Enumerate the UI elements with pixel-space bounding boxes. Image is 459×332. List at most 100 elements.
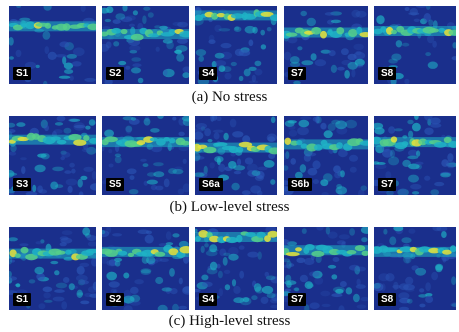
heatmap-blob xyxy=(398,292,410,300)
heatmap-blob xyxy=(55,54,67,58)
heatmap-blob xyxy=(20,157,27,161)
heatmap-blob xyxy=(157,304,168,310)
subject-label: S7 xyxy=(378,178,397,191)
heatmap-blob xyxy=(15,283,21,288)
heatmap-blob xyxy=(388,156,400,166)
heatmap-peak xyxy=(418,138,428,146)
heatmap-blob xyxy=(263,160,275,168)
heatmap-blob xyxy=(284,264,291,268)
heatmap-blob xyxy=(195,156,205,160)
heatmap-blob xyxy=(120,16,133,23)
heatmap-blob xyxy=(143,6,151,11)
heatmap-blob xyxy=(425,293,433,297)
heatmap-blob xyxy=(250,185,262,194)
heatmap-blob xyxy=(285,151,290,160)
heatmap-peak xyxy=(361,250,368,256)
heatmap-blob xyxy=(182,118,189,126)
heatmap-blob xyxy=(244,157,254,165)
heatmap-peak xyxy=(243,13,257,20)
heatmap-blob xyxy=(286,241,298,246)
heatmap-blob xyxy=(140,158,147,162)
subject-label: S1 xyxy=(13,293,32,306)
heatmap-blob xyxy=(87,241,96,247)
heatmap-peak xyxy=(336,27,345,35)
heatmap-blob xyxy=(331,274,338,280)
heatmap-peak xyxy=(148,33,160,38)
heatmap-blob xyxy=(37,153,47,158)
heatmap-blob xyxy=(67,185,73,193)
heatmap-peak xyxy=(195,235,201,242)
heatmap-peak xyxy=(380,26,387,33)
heatmap-blob xyxy=(43,292,51,299)
heatmap-blob xyxy=(412,191,420,195)
heatmap-blob xyxy=(242,135,251,144)
heatmap-blob xyxy=(125,15,136,21)
heatmap-peak xyxy=(236,146,244,153)
heatmap-blob xyxy=(125,126,132,134)
heatmap-blob xyxy=(330,64,337,73)
heatmap-blob xyxy=(210,116,215,122)
heatmap-blob xyxy=(126,168,137,175)
heatmap-blob xyxy=(248,80,259,84)
heatmap-peak xyxy=(56,139,67,145)
heatmap-blob xyxy=(218,163,226,172)
heatmap-blob xyxy=(251,295,258,301)
heatmap-blob xyxy=(9,151,17,156)
heatmap-blob xyxy=(214,24,222,33)
heatmap-blob xyxy=(91,257,96,267)
heatmap-blob xyxy=(405,276,414,285)
heatmap-blob xyxy=(301,228,307,234)
heatmap-blob xyxy=(71,168,76,174)
heatmap-blob xyxy=(209,244,218,253)
heatmap-blob xyxy=(447,164,455,169)
heatmap-blob xyxy=(301,60,314,66)
heatmap-blob xyxy=(441,231,447,238)
heatmap-blob xyxy=(172,233,180,238)
heatmap-blob xyxy=(287,120,297,124)
heatmap-blob xyxy=(115,13,126,20)
subject-label: S6a xyxy=(199,178,223,191)
heatmap-blob xyxy=(66,54,77,59)
heatmap-peak xyxy=(85,248,96,254)
heatmap-blob xyxy=(233,170,242,175)
heatmap-blob xyxy=(256,190,263,195)
heatmap-peak xyxy=(388,247,399,252)
heatmap-blob xyxy=(195,123,207,130)
heatmap-blob xyxy=(257,251,262,260)
heatmap-blob xyxy=(209,162,215,169)
spectrogram-panel: S3 xyxy=(9,116,96,195)
heatmap-blob xyxy=(155,257,163,262)
spectrogram-panel: S7 xyxy=(284,6,368,84)
heatmap xyxy=(374,227,456,310)
heatmap-blob xyxy=(112,19,121,24)
heatmap-blob xyxy=(84,77,96,82)
heatmap-blob xyxy=(408,174,419,183)
heatmap-blob xyxy=(403,255,412,264)
heatmap-blob xyxy=(327,231,338,239)
subject-label: S2 xyxy=(106,293,125,306)
heatmap-peak xyxy=(17,136,30,142)
heatmap-peak xyxy=(267,230,277,238)
heatmap-peak xyxy=(14,253,21,258)
heatmap-blob xyxy=(314,276,324,285)
heatmap-blob xyxy=(401,42,410,47)
heatmap-peak xyxy=(225,236,239,244)
heatmap-blob xyxy=(52,166,64,172)
heatmap-peak xyxy=(264,235,271,242)
heatmap-blob xyxy=(445,160,456,168)
heatmap-blob xyxy=(118,60,127,66)
heatmap-blob xyxy=(183,255,189,264)
heatmap-blob xyxy=(299,164,307,173)
heatmap-blob xyxy=(172,303,179,310)
heatmap-blob xyxy=(86,146,96,155)
heatmap-blob xyxy=(165,287,172,294)
heatmap-peak xyxy=(295,247,302,252)
heatmap-blob xyxy=(140,268,152,274)
heatmap-blob xyxy=(378,273,390,282)
heatmap-blob xyxy=(79,280,89,285)
heatmap-blob xyxy=(155,185,164,191)
heatmap-blob xyxy=(425,282,431,292)
heatmap-blob xyxy=(211,61,217,68)
heatmap-blob xyxy=(178,305,187,310)
heatmap-blob xyxy=(182,286,189,293)
